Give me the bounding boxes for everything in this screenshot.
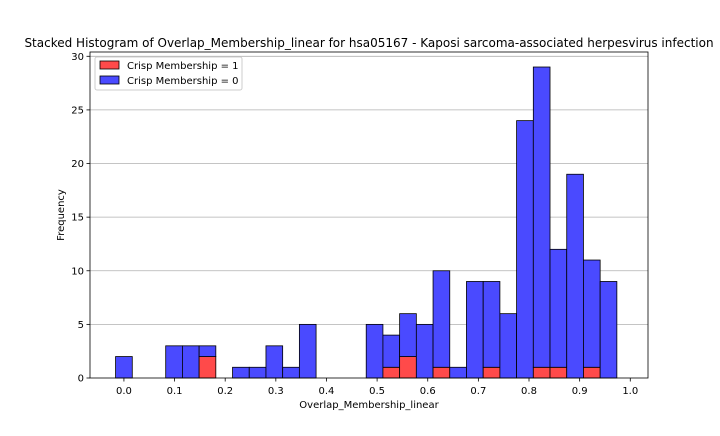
legend-swatch-crisp-1 <box>99 60 120 70</box>
bar-crisp-0 <box>198 345 217 357</box>
y-tick-label: 20 <box>71 159 84 170</box>
bar-crisp-0 <box>365 323 384 379</box>
y-tick-label: 15 <box>71 213 84 224</box>
bar-crisp-0 <box>566 173 584 379</box>
x-tick-label: 0.5 <box>369 386 385 397</box>
x-tick-label: 0.8 <box>521 386 537 397</box>
chart-title: Stacked Histogram of Overlap_Membership_… <box>24 36 713 50</box>
bar-crisp-0 <box>466 281 484 379</box>
x-axis-ticks: 0.0 0.1 0.2 0.3 0.4 0.5 0.6 0.7 0.8 0.9 1.0 <box>116 378 638 397</box>
plot-frame <box>89 51 649 379</box>
bar-crisp-1 <box>432 366 451 379</box>
bar-crisp-0 <box>449 366 467 379</box>
x-tick-label: 0.3 <box>268 386 284 397</box>
legend-frame <box>94 56 243 91</box>
bar-crisp-1 <box>549 366 568 379</box>
bar-crisp-1 <box>583 366 601 379</box>
x-tick-label: 0.2 <box>217 386 233 397</box>
y-tick-label: 10 <box>71 266 84 277</box>
x-tick-label: 1.0 <box>622 386 638 397</box>
y-tick-label: 25 <box>71 105 84 116</box>
bar-crisp-0 <box>599 281 618 379</box>
bar-crisp-1 <box>399 356 417 379</box>
y-axis-label: Frequency <box>56 189 67 241</box>
bar-crisp-0 <box>115 356 133 379</box>
x-tick-label: 0.6 <box>420 386 436 397</box>
bar-crisp-0 <box>532 66 551 368</box>
legend-label-crisp-0: Crisp Membership = 0 <box>127 76 239 87</box>
bar-crisp-0 <box>298 323 317 379</box>
bar-crisp-0 <box>583 259 601 368</box>
y-axis-ticks: 0 5 10 15 20 25 30 <box>71 52 90 385</box>
x-axis-label: Overlap_Membership_linear <box>299 400 439 411</box>
legend: Crisp Membership = 1 Crisp Membership = … <box>94 56 243 91</box>
bar-crisp-0 <box>282 366 300 379</box>
x-tick-label: 0.7 <box>470 386 486 397</box>
bar-crisp-1 <box>532 366 551 379</box>
bar-crisp-0 <box>232 366 250 379</box>
bar-crisp-1 <box>198 356 217 379</box>
bar-crisp-1 <box>382 366 401 379</box>
bar-crisp-0 <box>516 120 534 379</box>
x-tick-label: 0.1 <box>167 386 183 397</box>
bar-crisp-0 <box>399 313 417 357</box>
x-tick-label: 0.9 <box>572 386 588 397</box>
bar-crisp-0 <box>499 313 518 379</box>
x-tick-label: 0.4 <box>319 386 335 397</box>
x-tick-label: 0.0 <box>116 386 132 397</box>
bars <box>115 66 618 379</box>
y-tick-label: 5 <box>78 320 84 331</box>
bar-crisp-0 <box>248 366 267 379</box>
bar-crisp-0 <box>549 248 568 368</box>
bar-crisp-1 <box>482 366 501 379</box>
bar-crisp-0 <box>432 270 451 368</box>
legend-label-crisp-1: Crisp Membership = 1 <box>127 61 239 72</box>
y-tick-label: 30 <box>71 52 84 63</box>
bar-crisp-0 <box>415 323 434 379</box>
y-tick-label: 0 <box>78 374 84 385</box>
bar-crisp-0 <box>265 345 284 379</box>
legend-swatch-crisp-0 <box>99 75 120 85</box>
bar-crisp-0 <box>382 334 401 368</box>
bar-crisp-0 <box>165 345 183 379</box>
bar-crisp-0 <box>182 345 200 379</box>
bar-crisp-0 <box>482 281 501 368</box>
